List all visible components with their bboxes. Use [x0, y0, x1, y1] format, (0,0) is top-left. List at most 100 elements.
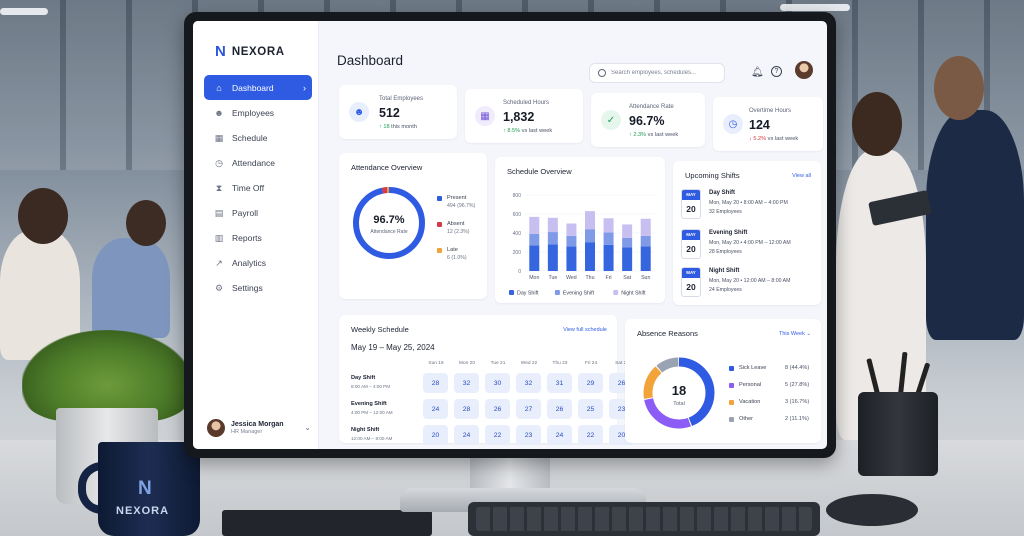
bar-day-shift-wed[interactable] — [566, 246, 577, 271]
bell-icon[interactable]: 🔔︎ — [751, 67, 764, 78]
kpi-card-overtime-hours[interactable]: ◷ Overtime Hours 124 ↓ 5.2% vs last week — [713, 97, 823, 151]
schedule-cell[interactable]: 29 — [578, 373, 603, 393]
brand-logo-icon: N — [215, 43, 226, 60]
kpi-card-attendance-rate[interactable]: ✓ Attendance Rate 96.7% ↑ 2.3% vs last w… — [591, 93, 705, 147]
bar-evening-shift-thu[interactable] — [585, 229, 595, 243]
sidebar-item-schedule[interactable]: ▦ Schedule — [204, 125, 312, 150]
legend-swatch — [729, 383, 734, 388]
bar-day-shift-sun[interactable] — [640, 246, 651, 271]
sidebar-item-reports[interactable]: ▥ Reports — [204, 225, 312, 250]
shift-row-time: 8:00 AM – 4:00 PM — [351, 384, 391, 389]
bar-day-shift-sat[interactable] — [622, 247, 633, 271]
search-box[interactable] — [589, 63, 725, 83]
sidebar-item-label: Settings — [232, 282, 263, 293]
sidebar-item-label: Analytics — [232, 257, 267, 268]
schedule-cell[interactable]: 27 — [516, 399, 541, 419]
schedule-cell[interactable]: 30 — [485, 373, 510, 393]
schedule-cell[interactable]: 22 — [578, 425, 603, 445]
chevron-down-icon[interactable]: ⌄ — [304, 423, 311, 432]
schedule-cell[interactable]: 26 — [485, 399, 510, 419]
attendance-rate-value: 96.7% — [373, 214, 404, 226]
bar-chart-icon: ▥ — [214, 232, 224, 243]
view-all-link[interactable]: View all — [792, 173, 811, 179]
help-icon[interactable]: ? — [771, 66, 782, 77]
y-tick-label: 400 — [513, 231, 522, 237]
bar-night-shift-mon[interactable] — [529, 216, 540, 234]
sidebar-item-analytics[interactable]: ↗ Analytics — [204, 250, 312, 275]
legend-detail: 2 (11.1%) — [785, 416, 809, 422]
schedule-bar-chart: 800 600 400 200 0 Mon Tue Wed Thu Fri Sat Sun Day Sh… — [509, 193, 655, 297]
bar-evening-shift-fri[interactable] — [603, 232, 614, 245]
coworker-head — [934, 56, 984, 120]
sidebar-item-payroll[interactable]: ▤ Payroll — [204, 200, 312, 225]
bar-night-shift-sun[interactable] — [640, 218, 651, 236]
shift-row-time: 12:00 AM – 8:00 AM — [351, 436, 393, 441]
schedule-cell[interactable]: 20 — [423, 425, 448, 445]
legend-label: Personal — [739, 382, 762, 388]
schedule-cell[interactable]: 23 — [516, 425, 541, 445]
schedule-cell[interactable]: 24 — [454, 425, 479, 445]
kpi-label: Total Employees — [379, 96, 424, 102]
week-filter-dropdown[interactable]: This Week ⌄ — [779, 331, 811, 337]
shift-name: Evening Shift — [709, 230, 748, 236]
schedule-cell[interactable]: 22 — [485, 425, 510, 445]
mouse — [826, 494, 918, 526]
avatar — [207, 419, 225, 437]
kpi-card-total-employees[interactable]: ☻ Total Employees 512 ↑ 18 this month — [339, 85, 457, 139]
bar-day-shift-tue[interactable] — [547, 244, 558, 271]
bar-night-shift-wed[interactable] — [566, 223, 577, 236]
sidebar-item-settings[interactable]: ⚙ Settings — [204, 275, 312, 300]
card-title: Weekly Schedule — [351, 325, 409, 334]
schedule-cell[interactable]: 28 — [454, 399, 479, 419]
kpi-card-scheduled-hours[interactable]: ▦ Scheduled Hours 1,832 ↑ 8.5% vs last w… — [465, 89, 583, 143]
sidebar-item-attendance[interactable]: ◷ Attendance — [204, 150, 312, 175]
user-menu[interactable]: Jessica Morgan HR Manager ⌄ — [207, 419, 311, 437]
bar-night-shift-tue[interactable] — [547, 217, 558, 233]
schedule-cell[interactable]: 32 — [516, 373, 541, 393]
kpi-label: Overtime Hours — [749, 108, 792, 114]
bar-day-shift-mon[interactable] — [529, 245, 540, 271]
document-icon: ▤ — [214, 207, 224, 218]
legend-label: Other — [739, 416, 753, 422]
schedule-cell[interactable]: 24 — [547, 425, 572, 445]
y-tick-label: 0 — [518, 269, 521, 275]
kpi-delta: ↑ 18 this month — [379, 124, 417, 130]
shift-row-name: Day Shift — [351, 375, 376, 381]
sidebar-item-time-off[interactable]: ⧗ Time Off — [204, 175, 312, 200]
search-input[interactable] — [611, 70, 721, 76]
bar-evening-shift-sun[interactable] — [640, 235, 651, 247]
schedule-cell[interactable]: 28 — [423, 373, 448, 393]
bar-evening-shift-wed[interactable] — [566, 235, 577, 247]
schedule-cell[interactable]: 26 — [547, 399, 572, 419]
bar-night-shift-fri[interactable] — [603, 218, 614, 233]
schedule-cell[interactable]: 24 — [423, 399, 448, 419]
shift-item-night[interactable]: MAY 20 Night Shift Mon, May 20 • 12:00 A… — [681, 267, 817, 305]
shift-item-day[interactable]: MAY 20 Day Shift Mon, May 20 • 8:00 AM –… — [681, 189, 817, 227]
bar-night-shift-thu[interactable] — [585, 211, 595, 230]
legend-swatch — [729, 417, 734, 422]
bar-evening-shift-tue[interactable] — [547, 232, 558, 245]
keyboard — [468, 502, 820, 536]
bar-day-shift-thu[interactable] — [585, 242, 595, 272]
gear-icon: ⚙ — [214, 282, 224, 293]
bar-day-shift-fri[interactable] — [603, 244, 614, 271]
legend-label: Day Shift — [517, 291, 539, 297]
brand[interactable]: N NEXORA — [215, 43, 285, 60]
bar-evening-shift-mon[interactable] — [529, 233, 540, 246]
coworker-head — [18, 188, 68, 244]
schedule-overview-card: Schedule Overview 800 600 400 200 0 Mon Tue Wed… — [495, 157, 665, 303]
shift-item-evening[interactable]: MAY 20 Evening Shift Mon, May 20 • 4:00 … — [681, 229, 817, 267]
sidebar-item-dashboard[interactable]: ⌂ Dashboard › — [204, 75, 312, 100]
schedule-cell[interactable]: 25 — [578, 399, 603, 419]
bar-night-shift-sat[interactable] — [622, 224, 633, 238]
sidebar-item-employees[interactable]: ☻ Employees — [204, 100, 312, 125]
legend-swatch — [613, 290, 619, 295]
card-title: Upcoming Shifts — [685, 171, 740, 180]
absence-reasons-card: Absence Reasons This Week ⌄ 18 Total Sic… — [625, 319, 821, 443]
schedule-cell[interactable]: 31 — [547, 373, 572, 393]
header-avatar[interactable] — [795, 61, 813, 79]
view-full-schedule-link[interactable]: View full schedule — [563, 327, 607, 333]
schedule-cell[interactable]: 32 — [454, 373, 479, 393]
bar-evening-shift-sat[interactable] — [622, 237, 633, 248]
calendar-icon: ▦ — [214, 132, 224, 143]
